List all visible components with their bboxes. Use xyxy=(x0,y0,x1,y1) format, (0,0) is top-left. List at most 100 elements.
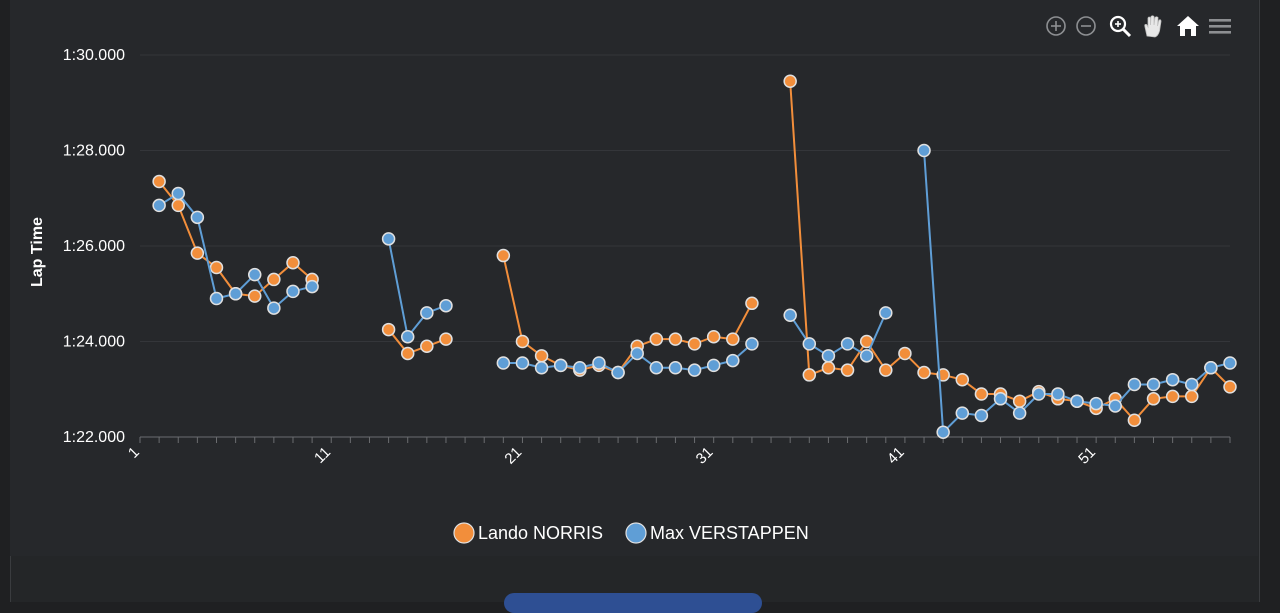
data-point-max-verstappen[interactable] xyxy=(1204,361,1218,375)
data-point-max-verstappen[interactable] xyxy=(821,349,836,363)
data-point-lando-norris[interactable] xyxy=(726,332,740,346)
data-point-lando-norris[interactable] xyxy=(286,255,300,270)
data-point-max-verstappen[interactable] xyxy=(1185,377,1199,392)
data-point-max-verstappen[interactable] xyxy=(1223,356,1237,370)
data-point-lando-norris[interactable] xyxy=(821,361,836,375)
data-point-max-verstappen[interactable] xyxy=(783,308,797,322)
data-point-lando-norris[interactable] xyxy=(898,346,912,361)
data-point-lando-norris[interactable] xyxy=(534,349,549,363)
data-point-lando-norris[interactable] xyxy=(783,74,797,89)
data-point-lando-norris[interactable] xyxy=(879,363,893,377)
data-point-lando-norris[interactable] xyxy=(171,198,185,213)
data-point-lando-norris[interactable] xyxy=(974,387,989,401)
data-point-max-verstappen[interactable] xyxy=(1127,377,1142,392)
data-point-lando-norris[interactable] xyxy=(668,332,683,346)
data-point-lando-norris[interactable] xyxy=(802,368,817,382)
data-point-lando-norris[interactable] xyxy=(190,246,205,260)
data-point-max-verstappen[interactable] xyxy=(534,361,549,375)
data-point-max-verstappen[interactable] xyxy=(974,408,989,423)
x-tick-label: 31 xyxy=(693,444,717,468)
data-point-lando-norris[interactable] xyxy=(496,248,511,263)
data-point-max-verstappen[interactable] xyxy=(630,346,644,361)
data-point-max-verstappen[interactable] xyxy=(553,358,568,373)
legend-marker-lando-norris[interactable] xyxy=(453,522,475,544)
data-point-lando-norris[interactable] xyxy=(400,346,415,361)
menu-icon[interactable] xyxy=(1206,12,1234,40)
legend-label-max-verstappen[interactable]: Max VERSTAPPEN xyxy=(650,523,809,543)
data-point-lando-norris[interactable] xyxy=(439,332,453,346)
data-point-lando-norris[interactable] xyxy=(209,260,224,275)
data-point-lando-norris[interactable] xyxy=(687,337,702,351)
data-point-max-verstappen[interactable] xyxy=(400,329,415,344)
chart-panel xyxy=(10,0,1258,556)
data-point-max-verstappen[interactable] xyxy=(592,356,606,370)
data-point-max-verstappen[interactable] xyxy=(267,301,281,315)
data-point-lando-norris[interactable] xyxy=(917,365,931,380)
data-point-max-verstappen[interactable] xyxy=(859,349,874,363)
data-point-max-verstappen[interactable] xyxy=(1146,377,1161,392)
data-point-max-verstappen[interactable] xyxy=(209,291,224,306)
data-point-max-verstappen[interactable] xyxy=(439,298,453,313)
data-point-lando-norris[interactable] xyxy=(1165,389,1180,404)
data-point-lando-norris[interactable] xyxy=(420,339,434,354)
data-point-max-verstappen[interactable] xyxy=(1165,372,1180,387)
data-point-max-verstappen[interactable] xyxy=(879,306,893,320)
data-point-max-verstappen[interactable] xyxy=(305,279,319,294)
data-point-lando-norris[interactable] xyxy=(1012,394,1027,408)
data-point-max-verstappen[interactable] xyxy=(611,365,625,380)
selection-zoom-icon[interactable] xyxy=(1106,12,1134,40)
data-point-max-verstappen[interactable] xyxy=(649,361,664,375)
data-point-lando-norris[interactable] xyxy=(1223,380,1237,394)
data-point-max-verstappen[interactable] xyxy=(706,358,721,373)
data-point-max-verstappen[interactable] xyxy=(496,356,511,370)
data-point-max-verstappen[interactable] xyxy=(381,232,396,246)
data-point-max-verstappen[interactable] xyxy=(955,406,970,420)
data-point-max-verstappen[interactable] xyxy=(515,356,530,370)
zoom-out-icon[interactable] xyxy=(1072,12,1100,40)
pan-hand-icon[interactable] xyxy=(1138,12,1166,40)
legend-label-lando-norris[interactable]: Lando NORRIS xyxy=(478,523,603,543)
data-point-max-verstappen[interactable] xyxy=(152,198,166,213)
home-icon[interactable] xyxy=(1174,12,1202,40)
data-point-lando-norris[interactable] xyxy=(515,334,530,349)
x-tick-label: 41 xyxy=(884,444,908,468)
data-point-lando-norris[interactable] xyxy=(1185,389,1199,404)
data-point-max-verstappen[interactable] xyxy=(1108,399,1123,413)
data-point-max-verstappen[interactable] xyxy=(840,337,855,351)
data-point-max-verstappen[interactable] xyxy=(190,210,205,225)
data-point-lando-norris[interactable] xyxy=(1146,392,1161,406)
y-tick-label: 1:30.000 xyxy=(63,47,125,64)
data-point-lando-norris[interactable] xyxy=(745,296,759,311)
data-point-max-verstappen[interactable] xyxy=(286,284,300,299)
data-point-max-verstappen[interactable] xyxy=(917,143,931,158)
data-point-max-verstappen[interactable] xyxy=(668,361,683,375)
action-button[interactable] xyxy=(504,593,762,613)
legend-marker-max-verstappen[interactable] xyxy=(625,522,647,544)
data-point-max-verstappen[interactable] xyxy=(726,353,740,368)
data-point-lando-norris[interactable] xyxy=(955,372,970,387)
data-point-max-verstappen[interactable] xyxy=(247,267,262,282)
data-point-lando-norris[interactable] xyxy=(381,322,396,337)
data-point-max-verstappen[interactable] xyxy=(1089,396,1103,411)
data-point-lando-norris[interactable] xyxy=(152,174,166,189)
data-point-max-verstappen[interactable] xyxy=(745,337,759,351)
data-point-lando-norris[interactable] xyxy=(706,329,721,344)
data-point-max-verstappen[interactable] xyxy=(687,363,702,377)
data-point-max-verstappen[interactable] xyxy=(420,306,434,320)
data-point-max-verstappen[interactable] xyxy=(1051,387,1065,401)
data-point-lando-norris[interactable] xyxy=(649,332,664,346)
data-point-max-verstappen[interactable] xyxy=(802,337,817,351)
data-point-max-verstappen[interactable] xyxy=(1032,387,1046,401)
data-point-max-verstappen[interactable] xyxy=(1012,406,1027,420)
data-point-lando-norris[interactable] xyxy=(247,289,262,303)
data-point-lando-norris[interactable] xyxy=(1127,413,1142,428)
data-point-lando-norris[interactable] xyxy=(267,272,281,287)
data-point-lando-norris[interactable] xyxy=(840,363,855,377)
data-point-max-verstappen[interactable] xyxy=(228,287,243,301)
data-point-max-verstappen[interactable] xyxy=(1070,394,1084,408)
data-point-max-verstappen[interactable] xyxy=(171,186,185,201)
data-point-max-verstappen[interactable] xyxy=(993,392,1008,406)
data-point-max-verstappen[interactable] xyxy=(573,361,587,375)
data-point-max-verstappen[interactable] xyxy=(936,425,950,439)
zoom-in-icon[interactable] xyxy=(1042,12,1070,40)
